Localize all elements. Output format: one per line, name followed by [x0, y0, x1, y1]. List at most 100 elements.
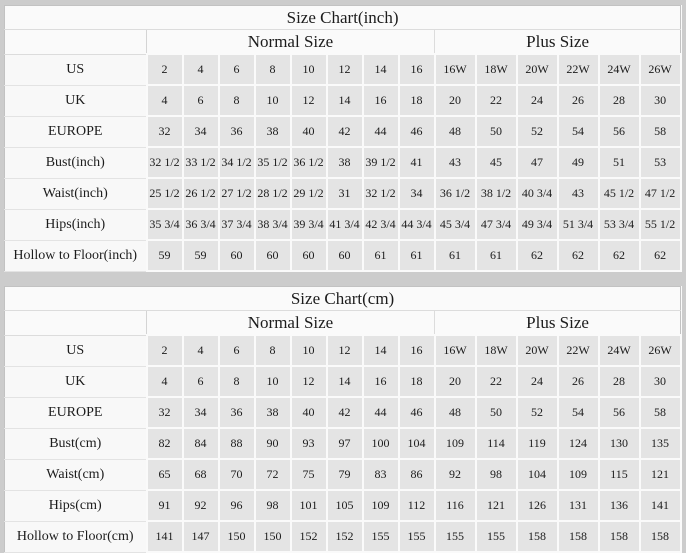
table-row: Hollow to Floor(cm) 141 147 150 150 152 152 155… [4, 520, 682, 553]
size-cell: 25 1/2 [145, 177, 184, 210]
size-cell: 26W [638, 334, 682, 367]
size-cell: 12 [325, 53, 364, 86]
size-cell: 4 [145, 84, 184, 117]
size-cell: 55 1/2 [638, 208, 682, 241]
size-cell: 61 [397, 239, 436, 272]
size-cell: 4 [181, 334, 220, 367]
size-cell: 158 [515, 520, 559, 553]
size-cell: 49 3/4 [515, 208, 559, 241]
size-cell: 41 [397, 146, 436, 179]
size-cell: 61 [433, 239, 477, 272]
size-cell: 4 [145, 365, 184, 398]
size-cell: 20 [433, 84, 477, 117]
size-cell: 14 [325, 84, 364, 117]
group-header-normal-size: Normal Size [146, 29, 435, 55]
size-cell: 36 [217, 396, 256, 429]
size-cell: 131 [556, 489, 600, 522]
row-label: Hollow to Floor(cm) [4, 521, 147, 553]
size-cell: 61 [361, 239, 400, 272]
size-cell: 10 [289, 53, 328, 86]
size-cell: 22 [474, 84, 518, 117]
size-cell: 29 1/2 [289, 177, 328, 210]
table-row: Waist(inch) 25 1/2 26 1/2 27 1/2 28 1/2 29 1/… [4, 177, 682, 210]
group-header-spacer [4, 310, 147, 336]
row-label: Hollow to Floor(inch) [4, 240, 147, 272]
size-cell: 22W [556, 53, 600, 86]
size-cell: 61 [474, 239, 518, 272]
size-cell: 141 [638, 489, 682, 522]
size-cell: 119 [515, 427, 559, 460]
size-cell: 42 [325, 115, 364, 148]
size-cell: 52 [515, 396, 559, 429]
size-cell: 150 [253, 520, 292, 553]
size-cell: 59 [181, 239, 220, 272]
size-cell: 98 [253, 489, 292, 522]
size-cell: 104 [397, 427, 436, 460]
size-cell: 45 1/2 [597, 177, 641, 210]
group-header-row: Normal Size Plus Size [4, 310, 681, 336]
table-row: US 2 4 6 8 10 12 14 16 16W 18W 20W 22W 24W 26W [4, 334, 682, 367]
size-cell: 82 [145, 427, 184, 460]
size-cell: 58 [638, 115, 682, 148]
size-cell: 92 [433, 458, 477, 491]
size-cell: 116 [433, 489, 477, 522]
size-cell: 104 [515, 458, 559, 491]
size-cell: 54 [556, 115, 600, 148]
size-cell: 22 [474, 365, 518, 398]
size-cell: 32 [145, 115, 184, 148]
size-cell: 16 [361, 84, 400, 117]
size-cell: 30 [638, 365, 682, 398]
size-cell: 6 [217, 53, 256, 86]
size-cell: 43 [433, 146, 477, 179]
size-cell: 32 1/2 [145, 146, 184, 179]
size-cell: 36 1/2 [433, 177, 477, 210]
size-cell: 121 [474, 489, 518, 522]
size-cell: 24 [515, 365, 559, 398]
size-cell: 152 [325, 520, 364, 553]
size-cell: 12 [325, 334, 364, 367]
size-cell: 34 [181, 396, 220, 429]
size-cell: 31 [325, 177, 364, 210]
size-cell: 56 [597, 396, 641, 429]
row-label: Hips(cm) [4, 490, 147, 522]
size-cell: 109 [361, 489, 400, 522]
size-cell: 40 [289, 115, 328, 148]
row-label: Waist(inch) [4, 178, 147, 210]
table-row: UK 4 6 8 10 12 14 16 18 20 22 24 26 28 30 [4, 84, 682, 117]
row-label: UK [4, 85, 147, 117]
size-cell: 41 3/4 [325, 208, 364, 241]
size-cell: 51 3/4 [556, 208, 600, 241]
size-cell: 4 [181, 53, 220, 86]
table-row: EUROPE 32 34 36 38 40 42 44 46 48 50 52 54 56 58 [4, 396, 682, 429]
row-label: Bust(inch) [4, 147, 147, 179]
row-label: US [4, 54, 147, 86]
row-label: Waist(cm) [4, 459, 147, 491]
size-cell: 20W [515, 334, 559, 367]
size-cell: 158 [597, 520, 641, 553]
size-cell: 24W [597, 334, 641, 367]
size-cell: 36 1/2 [289, 146, 328, 179]
size-cell: 155 [361, 520, 400, 553]
size-cell: 37 3/4 [217, 208, 256, 241]
size-cell: 53 3/4 [597, 208, 641, 241]
row-label: Bust(cm) [4, 428, 147, 460]
size-cell: 109 [433, 427, 477, 460]
size-cell: 112 [397, 489, 436, 522]
size-cell: 150 [217, 520, 256, 553]
size-cell: 16 [361, 365, 400, 398]
size-cell: 72 [253, 458, 292, 491]
size-cell: 18 [397, 84, 436, 117]
size-cell: 46 [397, 396, 436, 429]
size-cell: 62 [556, 239, 600, 272]
size-cell: 34 1/2 [217, 146, 256, 179]
size-cell: 32 1/2 [361, 177, 400, 210]
size-cell: 56 [597, 115, 641, 148]
size-cell: 152 [289, 520, 328, 553]
row-label: US [4, 335, 147, 367]
row-label: UK [4, 366, 147, 398]
size-cell: 50 [474, 396, 518, 429]
size-cell: 53 [638, 146, 682, 179]
size-cell: 38 1/2 [474, 177, 518, 210]
size-cell: 45 3/4 [433, 208, 477, 241]
